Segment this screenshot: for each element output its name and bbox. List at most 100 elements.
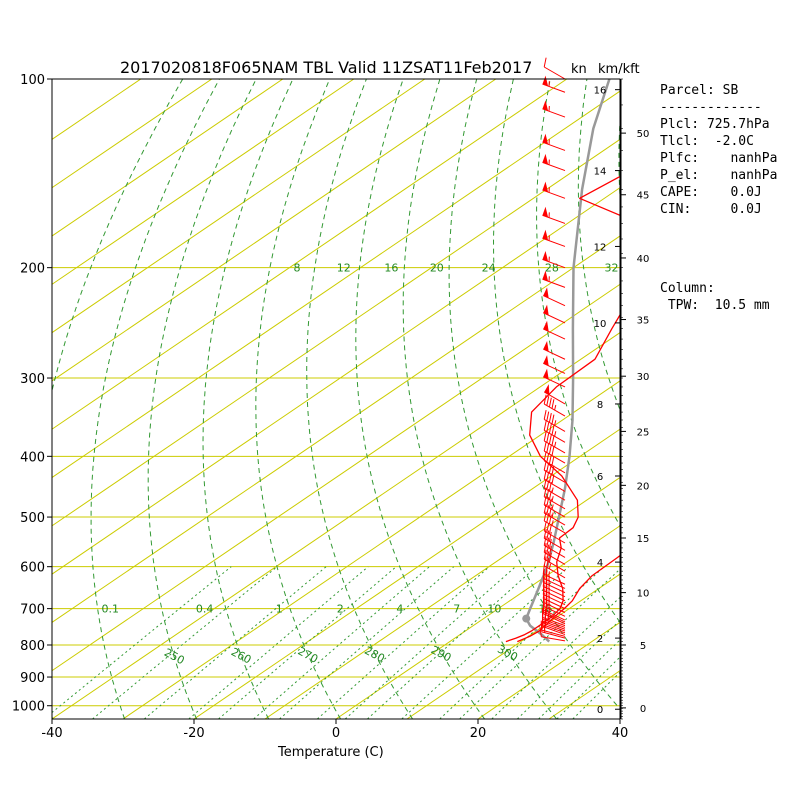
- pressure-tick-label: 200: [20, 262, 45, 277]
- info-tpw: TPW: 10.5 mm: [660, 298, 770, 313]
- dry-adiabat-line: [355, 79, 486, 719]
- wind-barb-full: [548, 434, 552, 444]
- wind-barb-full: [548, 539, 552, 549]
- isotherm-line: [52, 138, 620, 527]
- wind-barb-staff: [543, 594, 566, 606]
- height-km-label: 8: [597, 400, 603, 411]
- wind-barb-full: [543, 410, 547, 420]
- wind-barb-staff: [543, 605, 566, 617]
- mixing-ratio-label: 10: [487, 603, 501, 616]
- wind-barb-full: [546, 462, 550, 472]
- height-km-label: 10: [594, 319, 607, 330]
- height-kft-label: 0: [640, 704, 646, 715]
- wind-barb-flag: [543, 355, 549, 366]
- lcl-marker: [522, 614, 531, 623]
- wind-barb-full: [548, 506, 552, 517]
- wind-barb-staff: [543, 573, 566, 585]
- pressure-tick-label: 700: [20, 603, 45, 618]
- wind-barb: [543, 304, 566, 324]
- wind-barb-half: [548, 595, 550, 602]
- isotherm-line: [122, 380, 620, 719]
- wind-barb-full: [543, 57, 547, 68]
- wind-barb-full: [548, 463, 552, 474]
- x-tick-label: 0: [332, 726, 340, 741]
- wind-barb-staff: [542, 618, 566, 628]
- wind-barb-full: [539, 627, 542, 637]
- wind-barb-staff: [543, 450, 566, 464]
- wind-barb-full: [546, 443, 550, 453]
- wind-barb-full: [551, 414, 555, 425]
- wind-barb: [543, 384, 566, 405]
- wind-barb: [543, 420, 566, 443]
- wind-barb: [543, 368, 566, 388]
- isotherm-line: [52, 79, 426, 334]
- info-parcel: Parcel: SB: [660, 83, 739, 98]
- wind-barb-staff: [543, 601, 566, 613]
- wind-barb-full: [543, 394, 547, 405]
- mixing-ratio-label: 4: [396, 603, 403, 616]
- wind-barb: [543, 521, 566, 544]
- wind-barb-full: [546, 433, 550, 443]
- wind-barb-half: [551, 504, 554, 510]
- dry-adiabat-line: [577, 79, 620, 412]
- wind-barb-staff: [542, 620, 566, 630]
- wind-barb: [543, 528, 566, 551]
- wind-barb: [542, 133, 566, 151]
- wind-barb-flag: [542, 181, 549, 193]
- mixing-ratio-line: [344, 566, 516, 719]
- wind-barb-staff: [543, 496, 566, 510]
- wind-barb-full: [551, 399, 555, 409]
- height-kft-label: 50: [637, 129, 650, 140]
- height-km-label: 4: [597, 558, 603, 569]
- wind-barb-staff: [543, 530, 566, 544]
- info-plcl: Plcl: 725.7hPa: [660, 117, 770, 132]
- wind-barb-full: [551, 436, 555, 446]
- wind-barb-half: [548, 587, 550, 594]
- isotherm-line: [52, 235, 620, 624]
- height-kft-label: 40: [637, 254, 650, 265]
- wind-barb-flag: [543, 368, 549, 380]
- wind-barb-full: [546, 452, 550, 463]
- wind-barb-half: [554, 441, 557, 448]
- mixing-ratio-label: 16: [384, 262, 398, 275]
- wind-barb: [543, 503, 566, 526]
- plot-area: [52, 79, 620, 719]
- wind-barb-full: [543, 441, 547, 452]
- wind-barb-full: [543, 420, 547, 431]
- wind-barb: [543, 536, 566, 558]
- wind-barb-full: [548, 423, 552, 434]
- wind-barb: [543, 394, 566, 417]
- info-separator: -------------: [660, 100, 762, 115]
- wind-barb-flag: [543, 287, 549, 299]
- chart-title: 2017020818F065NAM TBL Valid 11ZSAT11Feb2…: [120, 58, 533, 77]
- wind-barb-staff: [543, 565, 566, 579]
- wind-barb: [543, 410, 566, 432]
- wind-barb-half: [554, 431, 557, 437]
- height-kft-label: 25: [637, 427, 650, 438]
- mixing-ratio-label: 2: [337, 603, 344, 616]
- wind-barb-staff: [543, 469, 566, 483]
- wind-barb: [543, 57, 566, 80]
- wind-barb: [543, 556, 566, 579]
- wind-barb-full: [548, 514, 552, 525]
- temperature-profile: [517, 554, 620, 643]
- wind-barb-full: [546, 530, 550, 540]
- wind-barb-full: [551, 455, 555, 466]
- wind-barb-full: [551, 446, 555, 456]
- height-km-label: 16: [594, 86, 607, 97]
- wind-barb-staff: [543, 613, 566, 625]
- isotherm-line: [264, 476, 620, 719]
- wind-barb-full: [551, 465, 555, 475]
- wind-barb-staff: [543, 590, 566, 602]
- wind-barb-staff: [543, 545, 566, 558]
- wind-barb-staff: [541, 629, 566, 637]
- dry-adiabat-line: [90, 79, 220, 719]
- wind-barb-flag: [542, 229, 549, 241]
- wind-barb-half: [548, 603, 550, 609]
- wind-barb-flag: [542, 100, 549, 111]
- wind-barb-half: [548, 571, 550, 577]
- wind-barb-full: [548, 397, 552, 408]
- wind-barb-flag: [543, 320, 549, 332]
- wind-barb-staff: [543, 609, 566, 621]
- x-tick-label: -20: [183, 726, 204, 741]
